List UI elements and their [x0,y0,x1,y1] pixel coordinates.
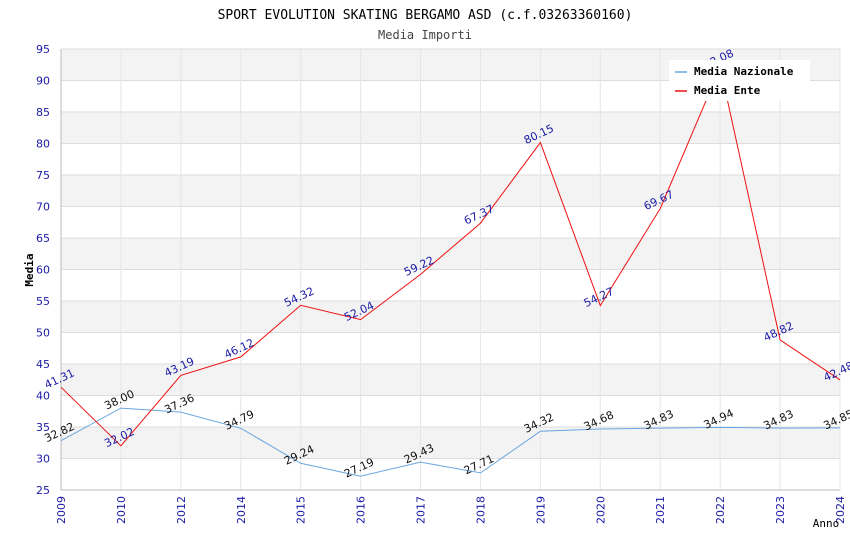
y-tick-label: 45 [36,358,50,371]
y-tick-label: 70 [36,201,50,214]
y-tick-label: 95 [36,43,50,56]
x-tick-label: 2017 [415,496,428,524]
y-tick-label: 55 [36,295,50,308]
x-tick-label: 2014 [235,496,248,524]
y-tick-label: 90 [36,75,50,88]
grid-band [61,112,840,144]
x-tick-label: 2009 [55,496,68,524]
x-tick-label: 2023 [774,496,787,524]
x-tick-label: 2022 [714,496,727,524]
legend-box [669,60,810,101]
y-tick-label: 80 [36,138,50,151]
y-tick-label: 75 [36,169,50,182]
y-tick-label: 30 [36,453,50,466]
y-tick-label: 60 [36,264,50,277]
grid-band [61,238,840,270]
x-tick-label: 2021 [654,496,667,524]
y-axis-label: Media [23,253,36,286]
x-tick-label: 2010 [115,496,128,524]
x-tick-label: 2020 [594,496,607,524]
grid-band [61,364,840,396]
data-label-nazionale: 27.19 [342,455,376,480]
y-tick-label: 65 [36,232,50,245]
x-tick-label: 2016 [355,496,368,524]
chart-subtitle: Media Importi [378,28,472,42]
x-axis-label: Anno [813,517,840,530]
grid-band [61,175,840,207]
series-line-nazionale [60,407,841,477]
y-tick-label: 40 [36,390,50,403]
y-tick-label: 25 [36,484,50,497]
grid-band [61,301,840,333]
x-tick-label: 2015 [295,496,308,524]
y-tick-label: 85 [36,106,50,119]
legend-label-ente: Media Ente [694,84,761,97]
grid-band [61,427,840,459]
x-tick-label: 2012 [175,496,188,524]
y-tick-labels: 25 30 35 40 45 50 55 60 65 70 75 80 85 90 95 [36,43,50,497]
x-tick-labels: 2009 2010 2012 2014 2015 2016 2017 2018 2019 2020… [55,496,847,524]
grid-bands [61,49,840,459]
legend: Media Nazionale Media Ente [669,60,810,101]
y-tick-label: 50 [36,327,50,340]
axes [60,49,840,491]
legend-label-nazionale: Media Nazionale [694,65,794,78]
chart-title: SPORT EVOLUTION SKATING BERGAMO ASD (c.f… [218,8,633,23]
x-tick-label: 2018 [474,496,487,524]
x-tick-label: 2024 [834,496,847,524]
x-tick-label: 2019 [534,496,547,524]
y-tick-label: 35 [36,421,50,434]
